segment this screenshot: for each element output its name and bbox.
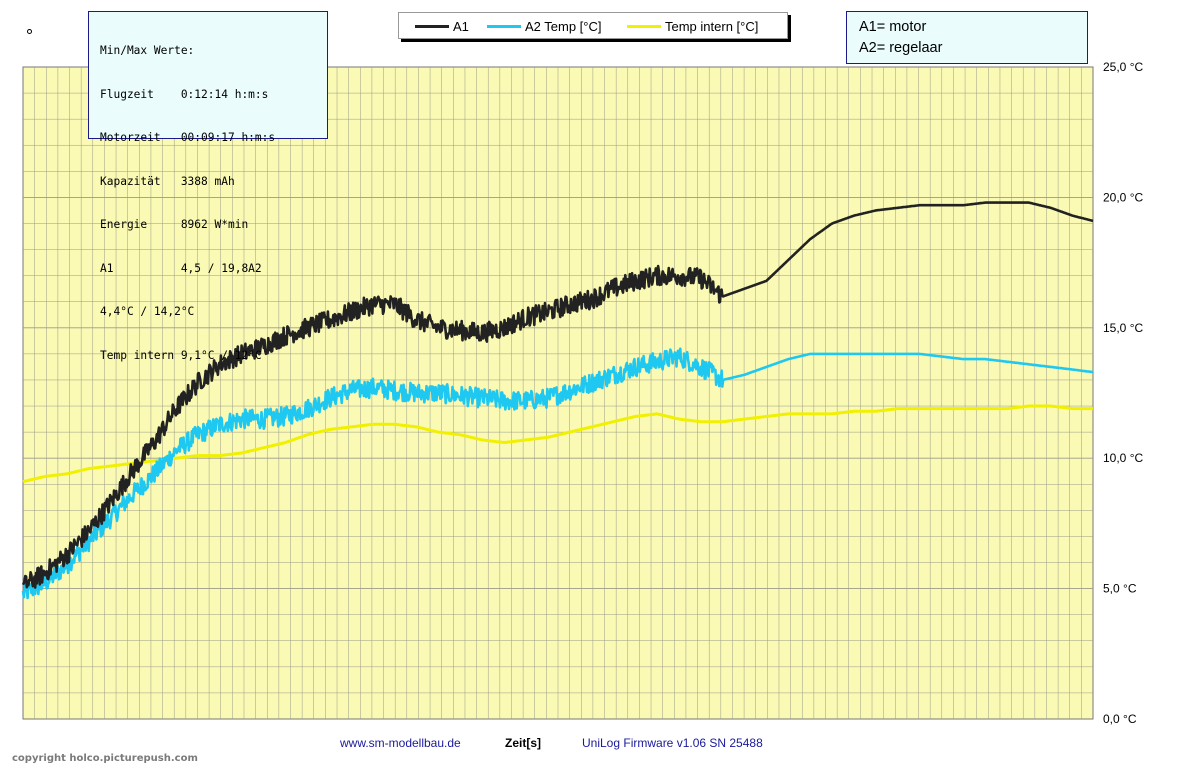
note-line: A2= regelaar	[859, 40, 943, 56]
info-line: Temp intern 9,1°C / 12°C	[100, 348, 262, 362]
info-line: Motorzeit 00:09:17 h:m:s	[100, 131, 276, 144]
circle-marker-icon	[27, 29, 32, 34]
note-line: A1= motor	[859, 19, 927, 35]
info-line: Min/Max Werte:	[100, 44, 195, 57]
series-group	[21, 201, 1094, 600]
legend-label: A2 Temp [°C]	[525, 18, 602, 34]
copyright-notice: copyright holco.picturepush.com	[12, 753, 198, 764]
legend-label: A1	[453, 18, 469, 34]
legend: A1 A2 Temp [°C] Temp intern [°C]	[398, 12, 788, 39]
legend-swatch	[415, 24, 449, 28]
y-tick-label: 5,0 °C	[1103, 582, 1137, 596]
legend-entry-temp-intern: Temp intern [°C]	[627, 18, 758, 34]
info-line: Energie 8962 W*min	[100, 218, 249, 231]
y-tick-label: 25,0 °C	[1103, 60, 1143, 74]
series-line	[21, 347, 1094, 600]
channel-note-box: A1= motor A2= regelaar	[846, 11, 1088, 64]
info-line: 4,4°C / 14,2°C	[100, 305, 195, 318]
series-line	[22, 404, 1094, 484]
legend-label: Temp intern [°C]	[665, 18, 759, 34]
legend-entry-a2: A2 Temp [°C]	[487, 18, 602, 34]
series-line	[21, 201, 1094, 589]
info-line: Kapazität 3388 mAh	[100, 174, 235, 188]
y-tick-label: 20,0 °C	[1103, 190, 1143, 204]
min-max-info-box: Min/Max Werte: Flugzeit 0:12:14 h:m:s Mo…	[88, 11, 328, 362]
legend-entry-a1: A1	[415, 18, 469, 34]
y-tick-label: 15,0 °C	[1103, 321, 1143, 335]
y-axis-ticks: 0,0 °C 5,0 °C 10,0 °C 15,0 °C 20,0 °C 25,0 °C	[1103, 60, 1143, 726]
info-line: A1 4,5 / 19,8A2	[100, 261, 262, 275]
info-line: Flugzeit 0:12:14 h:m:s	[100, 87, 269, 101]
grid	[23, 67, 1093, 719]
y-tick-label: 10,0 °C	[1103, 451, 1143, 465]
y-tick-label: 0,0 °C	[1103, 712, 1137, 726]
legend-swatch	[487, 24, 521, 28]
firmware-info: UniLog Firmware v1.06 SN 25488	[582, 736, 763, 750]
website-link[interactable]: www.sm-modellbau.de	[340, 736, 461, 750]
x-axis-label: Zeit[s]	[505, 736, 541, 750]
legend-swatch	[627, 24, 661, 28]
